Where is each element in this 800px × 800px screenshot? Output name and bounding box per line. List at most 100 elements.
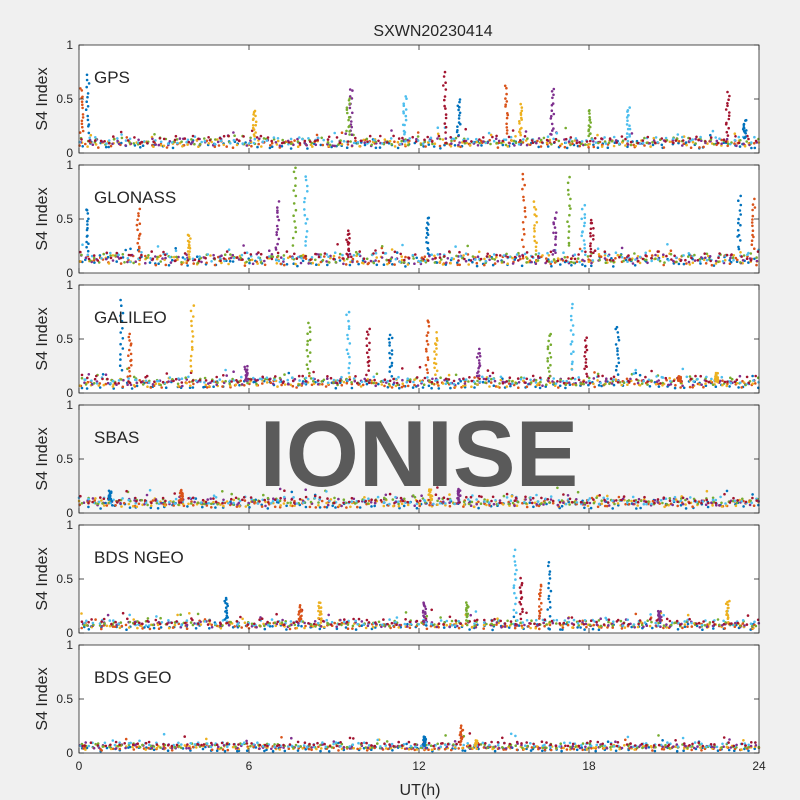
data-point (498, 254, 502, 257)
data-point (267, 255, 271, 258)
data-point (547, 376, 550, 380)
data-point (595, 496, 598, 500)
data-point (493, 258, 497, 261)
data-point (744, 383, 747, 387)
spike-point (390, 361, 394, 365)
data-point (155, 501, 159, 505)
data-point (100, 620, 103, 623)
data-point (684, 141, 688, 144)
data-point (405, 380, 409, 384)
data-point (456, 261, 459, 265)
data-point (554, 382, 558, 385)
data-point (463, 141, 467, 145)
data-point (513, 626, 517, 630)
data-point (554, 137, 558, 141)
data-point (285, 628, 288, 631)
spike-point (292, 189, 296, 192)
data-point (212, 253, 215, 257)
data-point (648, 624, 652, 628)
data-point (186, 505, 189, 508)
data-point (250, 129, 254, 133)
data-point (111, 379, 115, 383)
data-point (752, 504, 756, 508)
spike-point (570, 362, 574, 366)
data-point (649, 613, 652, 616)
data-point (463, 382, 467, 385)
data-point (157, 379, 160, 383)
data-point (390, 248, 394, 251)
data-point (622, 381, 626, 385)
spike-point (86, 219, 89, 223)
data-point (245, 260, 248, 264)
data-point (728, 385, 731, 388)
data-point (92, 254, 96, 257)
data-point (154, 499, 157, 502)
data-point (737, 386, 740, 389)
data-point (172, 500, 175, 504)
data-point (135, 499, 138, 503)
data-point (674, 383, 677, 387)
spike-point (570, 306, 574, 310)
data-point (753, 146, 757, 150)
data-point (360, 380, 364, 384)
data-point (277, 501, 280, 504)
data-point (612, 265, 615, 268)
spike-point (616, 331, 620, 334)
spike-point (548, 370, 551, 373)
data-point (344, 132, 348, 135)
data-point (482, 140, 485, 143)
data-point (106, 613, 110, 617)
data-point (99, 496, 102, 499)
data-point (656, 141, 659, 144)
data-point (641, 257, 645, 261)
data-point (642, 380, 645, 383)
data-point (677, 262, 681, 266)
data-point (497, 139, 501, 143)
data-point (232, 501, 235, 505)
data-point (281, 138, 285, 142)
spike-point (276, 209, 279, 212)
data-point (616, 253, 620, 257)
data-point (149, 257, 152, 260)
data-point (457, 259, 460, 262)
data-point (93, 377, 97, 381)
data-point (606, 497, 609, 501)
spike-point (294, 176, 297, 180)
data-point (486, 252, 490, 256)
data-point (396, 140, 400, 144)
data-point (718, 504, 721, 507)
data-point (365, 382, 369, 386)
spike-point (348, 95, 352, 98)
data-point (470, 625, 474, 629)
data-point (445, 619, 449, 623)
spike-point (726, 104, 729, 108)
data-point (103, 140, 106, 143)
data-point (264, 504, 267, 508)
data-point (665, 378, 668, 382)
data-point (87, 628, 91, 631)
spike-point (549, 332, 552, 336)
spike-point (294, 166, 297, 170)
spike-point (444, 125, 448, 129)
data-point (515, 253, 519, 256)
data-point (755, 263, 758, 267)
data-point (117, 622, 120, 626)
spike-point (424, 363, 428, 367)
data-point (587, 146, 590, 149)
data-point (651, 143, 655, 147)
data-point (293, 252, 296, 256)
data-point (308, 505, 312, 509)
spike-point (580, 207, 584, 211)
spike-point (107, 489, 111, 493)
data-point (506, 145, 510, 148)
spike-point (292, 170, 296, 174)
data-point (518, 255, 521, 258)
data-point (327, 255, 330, 259)
data-point (223, 501, 227, 505)
data-point (158, 137, 162, 140)
spike-point (625, 136, 629, 139)
data-point (421, 142, 425, 145)
axes-background (79, 405, 759, 513)
data-point (575, 141, 579, 145)
data-point (398, 260, 402, 264)
